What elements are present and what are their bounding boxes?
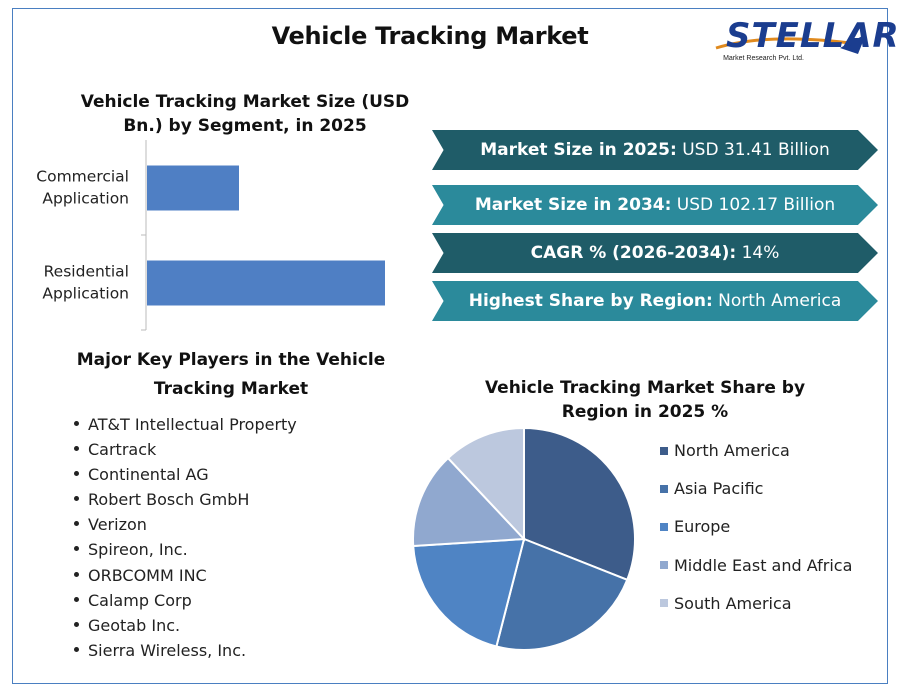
logo-wordmark: STELLAR xyxy=(726,16,900,56)
stat-banner-label: CAGR % (2026-2034): xyxy=(530,243,737,263)
pie-slice xyxy=(523,426,636,582)
bullet-icon xyxy=(74,421,79,426)
key-player-item: Verizon xyxy=(74,512,297,537)
key-player-item: ORBCOMM INC xyxy=(74,563,297,588)
legend-swatch-icon xyxy=(660,599,668,608)
key-player-name: Verizon xyxy=(88,515,147,535)
stat-banner: Market Size in 2025: USD 31.41 Billion xyxy=(432,130,878,170)
key-player-item: Continental AG xyxy=(74,462,297,487)
stellar-logo: STELLAR Market Research Pvt. Ltd. xyxy=(708,14,899,70)
key-player-item: Geotab Inc. xyxy=(74,613,297,638)
legend-swatch-icon xyxy=(660,446,668,455)
pie-slice xyxy=(412,537,526,648)
legend-item: Europe xyxy=(660,516,852,554)
key-player-name: AT&T Intellectual Property xyxy=(88,415,297,434)
bullet-icon xyxy=(74,546,79,552)
key-player-name: Spireon, Inc. xyxy=(88,540,188,560)
key-player-name: Calamp Corp xyxy=(88,590,192,610)
legend-swatch-icon xyxy=(660,561,668,570)
bullet-icon xyxy=(74,496,79,502)
bar-mark xyxy=(147,165,239,211)
key-player-name: Continental AG xyxy=(88,465,209,485)
pie-legend: North America Asia Pacific Europe Middle Ea… xyxy=(660,440,852,631)
page-title: Vehicle Tracking Market xyxy=(271,22,589,50)
stat-banner-label: Market Size in 2025: xyxy=(480,140,677,160)
stat-banner-value: 14% xyxy=(736,243,780,263)
pie-slice xyxy=(495,537,629,651)
bar-mark xyxy=(147,260,385,306)
key-player-item: Sierra Wireless, Inc. xyxy=(74,638,297,663)
legend-swatch-icon xyxy=(660,522,668,531)
legend-item: Asia Pacific xyxy=(660,478,852,516)
stat-banner-value: North America xyxy=(712,291,842,311)
bullet-icon xyxy=(74,621,79,627)
key-player-name: Cartrack xyxy=(88,440,157,460)
logo-subtitle: Market Research Pvt. Ltd. xyxy=(723,55,804,62)
region-pie-chart xyxy=(412,426,636,651)
legend-item: Middle East and Africa xyxy=(660,555,852,593)
key-player-name: Robert Bosch GmbH xyxy=(88,490,250,510)
bullet-icon xyxy=(74,471,79,477)
legend-swatch-icon xyxy=(660,484,668,493)
key-player-name: ORBCOMM INC xyxy=(88,565,207,585)
key-players-title: Major Key Players in the Vehicle Trackin… xyxy=(76,350,386,399)
key-player-item: Calamp Corp xyxy=(74,588,297,613)
stat-banner-value: USD 102.17 Billion xyxy=(671,195,836,215)
legend-item: South America xyxy=(660,593,852,631)
legend-item: North America xyxy=(660,440,852,478)
bar-category-label: Commercial Application xyxy=(36,168,129,208)
key-player-item: Cartrack xyxy=(74,437,297,462)
bar-category-label: Residential Application xyxy=(42,263,129,303)
stat-banner-label: Market Size in 2034: xyxy=(474,195,672,215)
key-player-name: Geotab Inc. xyxy=(88,615,181,635)
pie-slice xyxy=(412,456,527,548)
key-player-item: Robert Bosch GmbH xyxy=(74,487,297,512)
stat-banner-value: USD 31.41 Billion xyxy=(676,140,830,160)
pie-chart-title: Vehicle Tracking Market Share by Region … xyxy=(484,378,806,422)
bullet-icon xyxy=(74,571,79,577)
key-player-item: AT&T Intellectual Property xyxy=(74,412,297,437)
key-player-item: Spireon, Inc. xyxy=(74,537,297,562)
key-player-name: Sierra Wireless, Inc. xyxy=(88,640,247,660)
legend-label: North America xyxy=(674,441,790,460)
legend-label: South America xyxy=(674,593,792,613)
legend-label: Asia Pacific xyxy=(674,479,764,499)
stat-banner-label: Highest Share by Region: xyxy=(468,291,713,311)
bullet-icon xyxy=(74,521,79,527)
key-players-list: AT&T Intellectual Property Cartrack Contin… xyxy=(74,412,297,663)
bullet-icon xyxy=(74,446,79,452)
bar-chart-title: Vehicle Tracking Market Size (USD Bn.) b… xyxy=(80,92,410,136)
stat-banner: Highest Share by Region: North America xyxy=(432,281,878,321)
bullet-icon xyxy=(74,596,79,602)
legend-label: Europe xyxy=(674,517,731,537)
stat-banner: Market Size in 2034: USD 102.17 Billion xyxy=(432,185,878,225)
pie-slice xyxy=(446,426,525,542)
logo-swoosh-icon xyxy=(715,34,866,54)
bullet-icon xyxy=(74,646,79,652)
stat-banner: CAGR % (2026-2034): 14% xyxy=(432,233,878,273)
legend-label: Middle East and Africa xyxy=(674,555,853,575)
segment-bar-chart: Commercial Application Residential Applicat… xyxy=(36,140,385,331)
